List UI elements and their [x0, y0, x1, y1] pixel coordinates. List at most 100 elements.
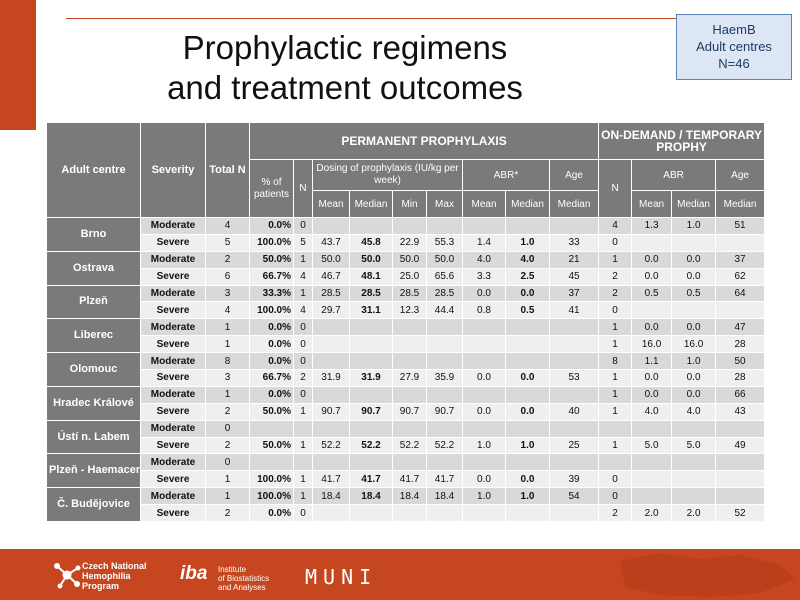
map-decoration	[620, 553, 795, 597]
iba-logo-text: Institute of Biostatistics and Analyses	[218, 565, 269, 592]
cell-od-abr-mean: 1.1	[631, 352, 673, 371]
cell-total: 1	[205, 487, 250, 506]
cell-abr-median	[505, 453, 550, 472]
cell-median: 90.7	[349, 402, 393, 421]
info-box-line1: HaemB	[712, 22, 756, 37]
cell-od-n: 2	[598, 284, 633, 303]
cell-n: 4	[293, 267, 313, 286]
cell-severity: Moderate	[140, 385, 206, 404]
cell-age	[548, 335, 600, 354]
cell-pct: 0.0%	[249, 318, 294, 337]
table-row: Severe 1 100.0% 1 41.7 41.7 41.7 41.7 0.0 0.0 39 0	[47, 470, 766, 489]
cell-min: 12.3	[392, 301, 427, 320]
cell-max	[426, 419, 463, 438]
cell-median: 52.2	[349, 436, 393, 455]
cell-age: 45	[548, 267, 600, 286]
cell-abr-median: 2.5	[505, 267, 550, 286]
group-od-age: Age	[715, 159, 766, 191]
table-row: Severe 2 0.0% 0 2 2.0 2.0 52	[47, 504, 766, 523]
table-row: Ústí n. Labem Moderate 0	[46, 419, 766, 455]
cell-od-age: 28	[715, 335, 766, 354]
cell-abr-mean: 1.4	[462, 233, 506, 252]
cell-n: 0	[293, 217, 313, 235]
cell-mean: 52.2	[312, 436, 350, 455]
cell-total: 4	[205, 301, 250, 320]
cell-severity: Severe	[140, 301, 206, 320]
cell-od-abr-median	[671, 233, 717, 252]
cell-od-abr-median: 0.0	[671, 318, 717, 337]
cell-min: 18.4	[392, 487, 427, 506]
cell-mean: 90.7	[312, 402, 350, 421]
cell-abr-median: 0.0	[505, 284, 550, 303]
cell-min	[392, 385, 427, 404]
group-dosing: Dosing of prophylaxis (IU/kg per week)	[312, 159, 463, 191]
cell-od-abr-median	[671, 487, 717, 506]
cell-age: 54	[548, 487, 600, 506]
cell-total: 2	[205, 250, 250, 269]
cell-total: 1	[205, 335, 250, 354]
cell-abr-mean	[462, 318, 506, 337]
cell-od-n: 1	[598, 436, 633, 455]
cell-median: 31.1	[349, 301, 393, 320]
col-n: N	[293, 159, 313, 218]
cell-max: 44.4	[426, 301, 463, 320]
cell-od-n: 1	[598, 369, 633, 387]
cell-od-abr-median: 0.5	[671, 284, 717, 303]
cell-od-n: 0	[598, 233, 633, 252]
cell-severity: Moderate	[140, 250, 206, 269]
cell-od-age: 47	[715, 318, 766, 337]
cell-od-abr-mean	[631, 487, 673, 506]
cell-od-abr-mean	[631, 301, 673, 320]
cell-abr-mean	[462, 335, 506, 354]
cell-n: 1	[293, 470, 313, 489]
cell-mean: 46.7	[312, 267, 350, 286]
cell-total: 1	[205, 385, 250, 404]
table-row: Severe 4 100.0% 4 29.7 31.1 12.3 44.4 0.8 0.5 41 0	[47, 301, 766, 320]
cell-mean	[312, 217, 350, 235]
cell-n: 2	[293, 369, 313, 387]
table-row: Severe 5 100.0% 5 43.7 45.8 22.9 55.3 1.4 1.0 33 0	[47, 233, 766, 252]
cell-mean	[312, 335, 350, 354]
cell-n: 1	[293, 487, 313, 506]
cell-median	[349, 385, 393, 404]
cell-od-age	[715, 470, 766, 489]
cell-severity: Severe	[140, 436, 206, 455]
col-od-abr-mean: Mean	[631, 190, 673, 218]
cell-pct	[249, 419, 294, 438]
cell-min	[392, 453, 427, 472]
cell-od-n: 1	[598, 335, 633, 354]
cell-age	[548, 504, 600, 523]
cell-od-abr-median: 5.0	[671, 436, 717, 455]
table-row: Severe 2 50.0% 1 90.7 90.7 90.7 90.7 0.0 0.0 40 1 4.…	[47, 402, 766, 421]
cell-od-n: 0	[598, 301, 633, 320]
cell-max	[426, 504, 463, 523]
title-rule	[66, 18, 694, 19]
cell-age: 33	[548, 233, 600, 252]
cell-od-abr-median	[671, 419, 717, 438]
cnhp-line1: Czech National	[82, 561, 147, 571]
cell-age	[548, 318, 600, 337]
cell-pct: 0.0%	[249, 335, 294, 354]
col-dose-median: Median	[349, 190, 393, 218]
cell-max: 55.3	[426, 233, 463, 252]
cell-age: 25	[548, 436, 600, 455]
table-row: Liberec Moderate 1 0.0% 0 1 0.0 0.0 47	[46, 318, 766, 354]
cell-age	[548, 453, 600, 472]
centre-name: Plzeň	[46, 284, 141, 320]
accent-bar	[0, 0, 36, 130]
cell-od-abr-mean: 4.0	[631, 402, 673, 421]
cell-abr-mean	[462, 419, 506, 438]
cell-total: 2	[205, 504, 250, 523]
cell-severity: Moderate	[140, 419, 206, 438]
cell-n: 1	[293, 250, 313, 269]
cell-n: 1	[293, 284, 313, 303]
cell-od-age: 43	[715, 402, 766, 421]
cell-od-age	[715, 453, 766, 472]
cell-od-age: 52	[715, 504, 766, 523]
cell-max: 50.0	[426, 250, 463, 269]
cell-abr-median	[505, 335, 550, 354]
cell-median: 41.7	[349, 470, 393, 489]
cell-min	[392, 217, 427, 235]
cell-abr-mean	[462, 217, 506, 235]
cell-od-abr-mean: 0.5	[631, 284, 673, 303]
